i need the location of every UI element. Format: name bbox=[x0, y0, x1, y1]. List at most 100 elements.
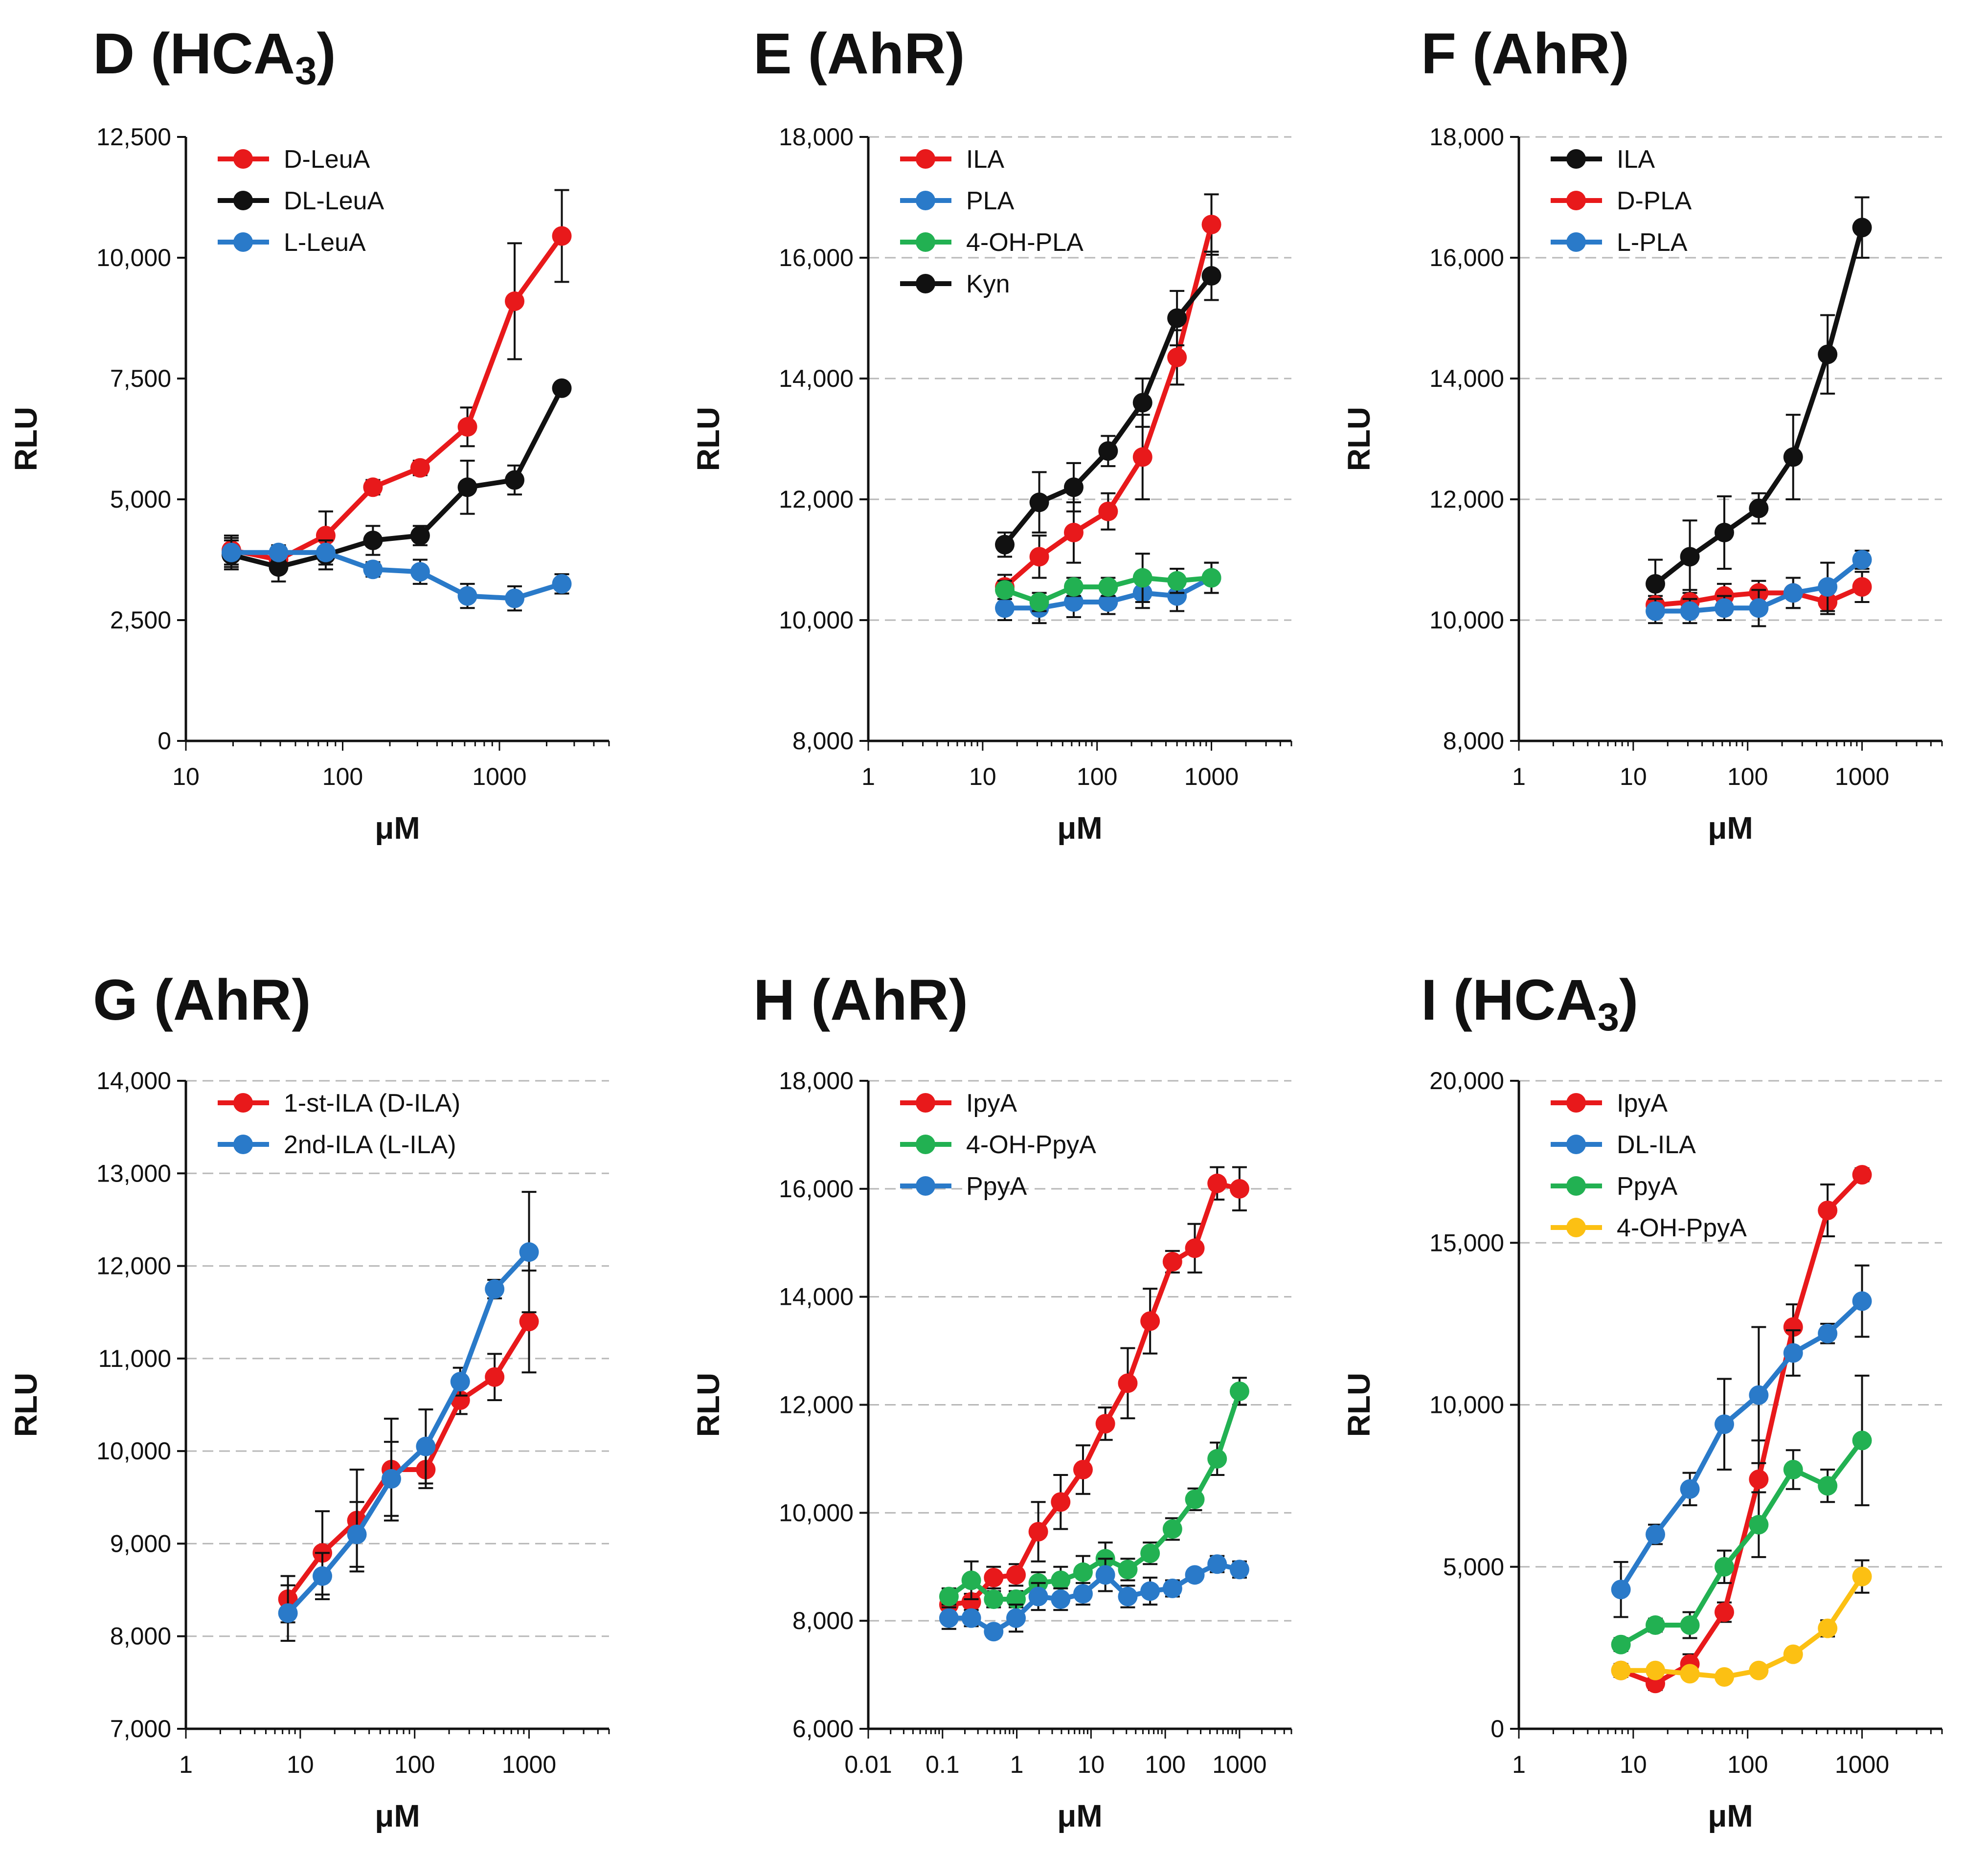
panel-title-d: D (HCA3) bbox=[93, 22, 336, 92]
chart-panel-g: G (AhR) 7,000 8,000 9,000 10,000 11,000 12,000… bbox=[8, 968, 610, 1833]
data-point bbox=[1714, 1557, 1734, 1577]
data-point bbox=[1132, 393, 1152, 413]
data-point bbox=[1852, 1165, 1872, 1185]
panel-title-e: E (AhR) bbox=[753, 22, 965, 86]
y-tick-label: 20,000 bbox=[1429, 1067, 1504, 1094]
y-tick-label: 14,000 bbox=[1429, 365, 1504, 392]
data-point bbox=[1132, 568, 1152, 588]
x-axis-label: μM bbox=[1708, 810, 1753, 846]
data-point bbox=[410, 458, 430, 478]
data-point bbox=[505, 470, 525, 490]
legend-item: 4-OH-PLA bbox=[900, 228, 1084, 257]
x-tick-label: 1000 bbox=[1184, 763, 1239, 790]
x-tick-label: 1 bbox=[861, 763, 875, 790]
y-tick-label: 12,000 bbox=[779, 1391, 854, 1419]
legend-item: ILA bbox=[1551, 145, 1655, 174]
data-point bbox=[1680, 547, 1700, 567]
y-tick-label: 0 bbox=[158, 727, 171, 755]
x-tick-label: 10 bbox=[1620, 763, 1647, 790]
series-l-pla bbox=[1646, 549, 1872, 627]
legend-marker bbox=[233, 232, 253, 252]
data-point bbox=[1783, 583, 1803, 603]
y-tick-label: 8,000 bbox=[1443, 727, 1504, 755]
data-point bbox=[1852, 1430, 1872, 1451]
data-point bbox=[505, 291, 525, 311]
data-point bbox=[1783, 1644, 1803, 1664]
data-point bbox=[1140, 1543, 1160, 1563]
series-ila bbox=[1646, 196, 1872, 609]
data-point bbox=[269, 557, 289, 577]
legend-item: 4-OH-PpyA bbox=[900, 1131, 1096, 1159]
legend-item: ILA bbox=[900, 145, 1004, 174]
data-point bbox=[939, 1608, 959, 1628]
y-axis-label: RLU bbox=[1341, 1373, 1377, 1437]
data-point bbox=[1207, 1449, 1227, 1469]
legend-marker bbox=[233, 149, 253, 169]
data-point bbox=[316, 542, 336, 562]
legend-marker bbox=[233, 191, 253, 210]
data-point bbox=[1063, 592, 1084, 612]
data-point bbox=[1818, 577, 1838, 597]
data-point bbox=[1201, 266, 1221, 286]
y-tick-label: 10,000 bbox=[779, 606, 854, 634]
legend-label: DL-LeuA bbox=[284, 187, 384, 215]
legend-item: DL-LeuA bbox=[218, 187, 384, 215]
data-point bbox=[1229, 1560, 1249, 1580]
x-tick-label: 10 bbox=[1078, 1751, 1105, 1778]
chart-panel-i: I (HCA3) 0 5,000 10,000 15,000 20,000 1 10 100 10… bbox=[1341, 968, 1943, 1833]
legend-item: 4-OH-PpyA bbox=[1551, 1214, 1747, 1242]
legend-item: Kyn bbox=[900, 270, 1010, 298]
x-tick-label: 100 bbox=[1077, 763, 1117, 790]
data-point bbox=[1646, 601, 1666, 621]
data-point bbox=[961, 1608, 981, 1628]
data-point bbox=[1201, 568, 1221, 588]
data-point bbox=[457, 586, 477, 606]
series-d-leua bbox=[221, 189, 572, 573]
data-point bbox=[1167, 586, 1187, 606]
y-tick-label: 8,000 bbox=[792, 727, 854, 755]
y-tick-label: 18,000 bbox=[1429, 123, 1504, 151]
data-point bbox=[1646, 1615, 1666, 1635]
data-point bbox=[1132, 447, 1152, 467]
legend-label: PLA bbox=[966, 187, 1015, 215]
x-tick-label: 1 bbox=[179, 1751, 193, 1778]
y-tick-label: 6,000 bbox=[792, 1715, 854, 1742]
series-4-oh-ppya bbox=[1611, 1559, 1872, 1687]
x-tick-label: 1000 bbox=[502, 1751, 556, 1778]
y-tick-label: 12,000 bbox=[96, 1252, 171, 1280]
panel-title-i: I (HCA3) bbox=[1421, 968, 1638, 1039]
legend-item: 1-st-ILA (D-ILA) bbox=[218, 1089, 460, 1117]
legend-label: 4-OH-PpyA bbox=[1617, 1214, 1747, 1242]
data-point bbox=[1749, 498, 1769, 518]
legend-item: D-PLA bbox=[1551, 187, 1692, 215]
data-point bbox=[313, 1566, 333, 1586]
data-point bbox=[1207, 1173, 1227, 1193]
legend-marker bbox=[1566, 149, 1586, 169]
data-point bbox=[1714, 522, 1734, 542]
data-point bbox=[1714, 1667, 1734, 1687]
legend-label: PpyA bbox=[966, 1172, 1027, 1201]
data-point bbox=[1185, 1489, 1205, 1509]
data-point bbox=[1852, 1566, 1872, 1586]
legend-item: PpyA bbox=[900, 1172, 1027, 1201]
data-point bbox=[1140, 1311, 1160, 1331]
data-point bbox=[278, 1603, 298, 1623]
data-point bbox=[1006, 1608, 1026, 1628]
legend-marker bbox=[916, 1176, 935, 1196]
data-point bbox=[1714, 598, 1734, 618]
legend-marker bbox=[916, 191, 935, 210]
data-point bbox=[995, 598, 1015, 618]
legend-marker bbox=[916, 149, 935, 169]
data-point bbox=[1229, 1381, 1249, 1401]
x-tick-label: 10 bbox=[969, 763, 996, 790]
x-tick-label: 100 bbox=[1727, 763, 1768, 790]
data-point bbox=[1051, 1589, 1071, 1609]
y-tick-label: 10,000 bbox=[1429, 606, 1504, 634]
data-point bbox=[1852, 577, 1872, 597]
x-tick-label: 1000 bbox=[1835, 763, 1889, 790]
data-point bbox=[1783, 1343, 1803, 1363]
y-tick-label: 8,000 bbox=[792, 1607, 854, 1634]
x-tick-label: 1 bbox=[1512, 763, 1526, 790]
data-point bbox=[552, 378, 572, 398]
data-point bbox=[1818, 344, 1838, 364]
